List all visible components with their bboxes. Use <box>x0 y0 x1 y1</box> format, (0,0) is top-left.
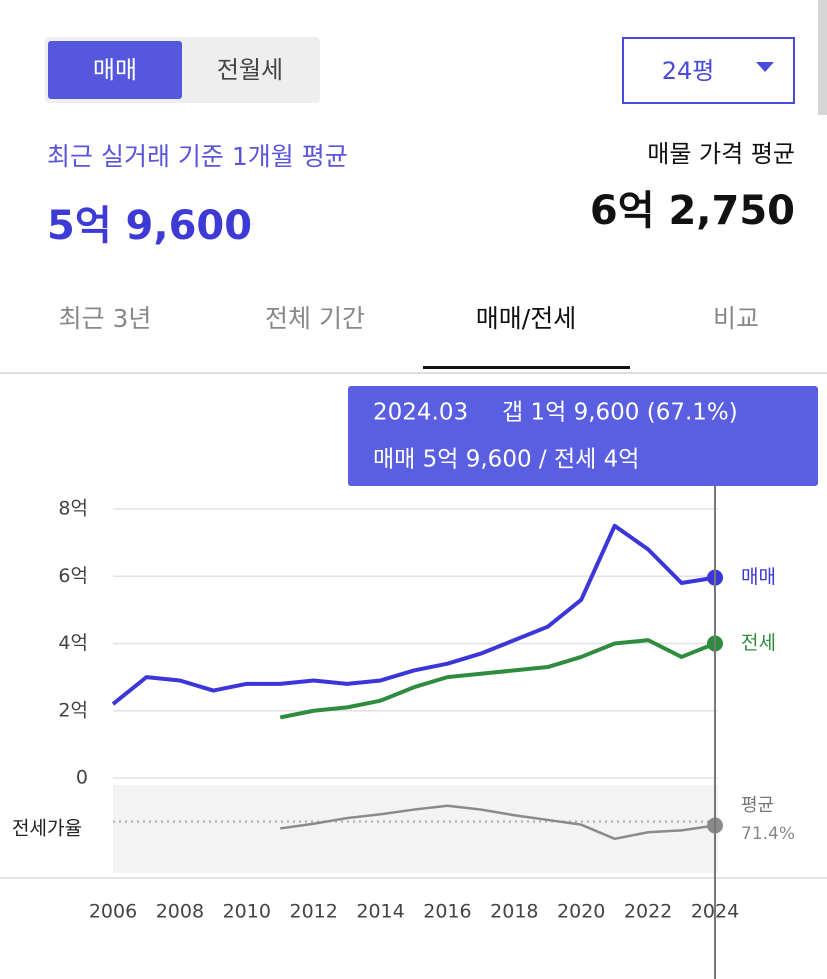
period-tab[interactable]: 최근 3년 <box>59 304 152 333</box>
listing-value: 6억 2,750 <box>590 188 795 234</box>
y-tick-label: 4억 <box>58 632 88 654</box>
recent-value: 5억 9,600 <box>47 203 252 249</box>
x-tick-label: 2006 <box>89 901 137 923</box>
size-value[interactable]: 24평 <box>662 57 715 85</box>
period-tab-active[interactable]: 매매/전세 <box>476 304 576 333</box>
ratio-panel <box>113 785 718 873</box>
y-tick-label: 6억 <box>58 565 88 587</box>
x-tick-label: 2016 <box>423 901 471 923</box>
x-tick-label: 2018 <box>490 901 538 923</box>
x-tick-label: 2014 <box>356 901 404 923</box>
deal-tab[interactable]: 매매 <box>93 56 137 84</box>
y-tick-label: 8억 <box>58 498 88 520</box>
x-tick-label: 2008 <box>156 901 204 923</box>
series-line <box>111 523 716 706</box>
series-label: 전세 <box>741 632 776 654</box>
recent-label: 최근 실거래 기준 1개월 평균 <box>47 142 348 171</box>
y-tick-label: 2억 <box>58 699 88 721</box>
x-tick-label: 2012 <box>289 901 337 923</box>
y-tick-label: 0 <box>76 767 88 789</box>
tooltip <box>348 386 818 486</box>
series-label: 매매 <box>741 566 776 588</box>
ratio-line <box>280 804 716 841</box>
x-tick-label: 2010 <box>223 901 271 923</box>
ratio-label: 전세가율 <box>12 818 82 840</box>
deal-tab-active[interactable] <box>48 41 182 99</box>
average-name: 평균 <box>741 795 774 816</box>
scrollbar <box>818 0 827 115</box>
dropdown-arrow <box>756 62 774 72</box>
series-line <box>279 638 716 720</box>
tooltip-date: 2024.03 <box>373 400 468 426</box>
x-tick-label: 2020 <box>557 901 605 923</box>
tooltip-detail: 매매 5억 9,600 / 전세 4억 <box>373 447 639 473</box>
tooltip-gap: 갭 1억 9,600 (67.1%) <box>502 400 738 426</box>
period-tab[interactable]: 전체 기간 <box>265 304 365 333</box>
listing-label: 매물 가격 평균 <box>647 140 795 168</box>
deal-tab[interactable]: 전월세 <box>217 56 283 84</box>
x-tick-label: 2022 <box>624 901 672 923</box>
tab-underline <box>423 366 630 369</box>
average-value: 71.4% <box>741 824 795 844</box>
chart: 0 2억 4억 6억 8억 2006 2008 2010 2012 2014 2016 2018 202… <box>12 486 795 979</box>
period-tab[interactable]: 비교 <box>713 304 759 333</box>
